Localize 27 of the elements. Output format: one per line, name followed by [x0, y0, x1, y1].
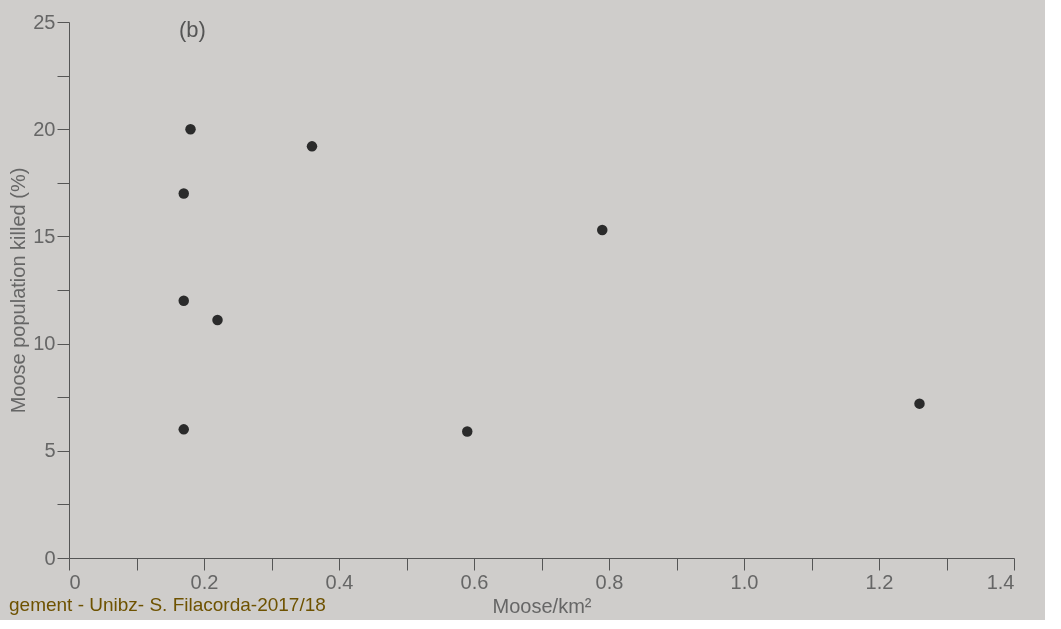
y-tick-label: 20 [33, 117, 56, 140]
point [914, 398, 925, 409]
y-axis-title: Moose population killed (%) [7, 167, 30, 414]
x-tick-label: 0.2 [190, 570, 219, 593]
y-tick-label: 15 [33, 224, 56, 247]
point [185, 123, 196, 135]
x-tick-label: 0 [69, 570, 81, 593]
point [462, 426, 473, 437]
x-tick-label: 0.8 [595, 570, 624, 593]
point [306, 141, 318, 152]
y-tick-label: 25 [33, 10, 56, 33]
point [597, 224, 608, 236]
y-tick-label: 10 [33, 332, 56, 355]
annotation: (b) [179, 17, 206, 42]
point [178, 295, 189, 306]
y-tick-label: 5 [44, 439, 56, 462]
point [212, 314, 223, 326]
x-tick-label: 1.2 [865, 570, 894, 593]
y-tick-label: 0 [44, 546, 56, 569]
x-tick-label: 0.6 [460, 570, 489, 593]
point [178, 424, 189, 435]
point [178, 188, 189, 199]
x-tick-label: 0.4 [325, 570, 354, 593]
x-tick-label: 1.4 [986, 570, 1015, 593]
x-tick-label: 1.0 [730, 570, 759, 593]
x-axis-title: Moose/km² [492, 594, 592, 617]
text: gement - Unibz- S. Filacorda-2017/18 [9, 594, 326, 615]
